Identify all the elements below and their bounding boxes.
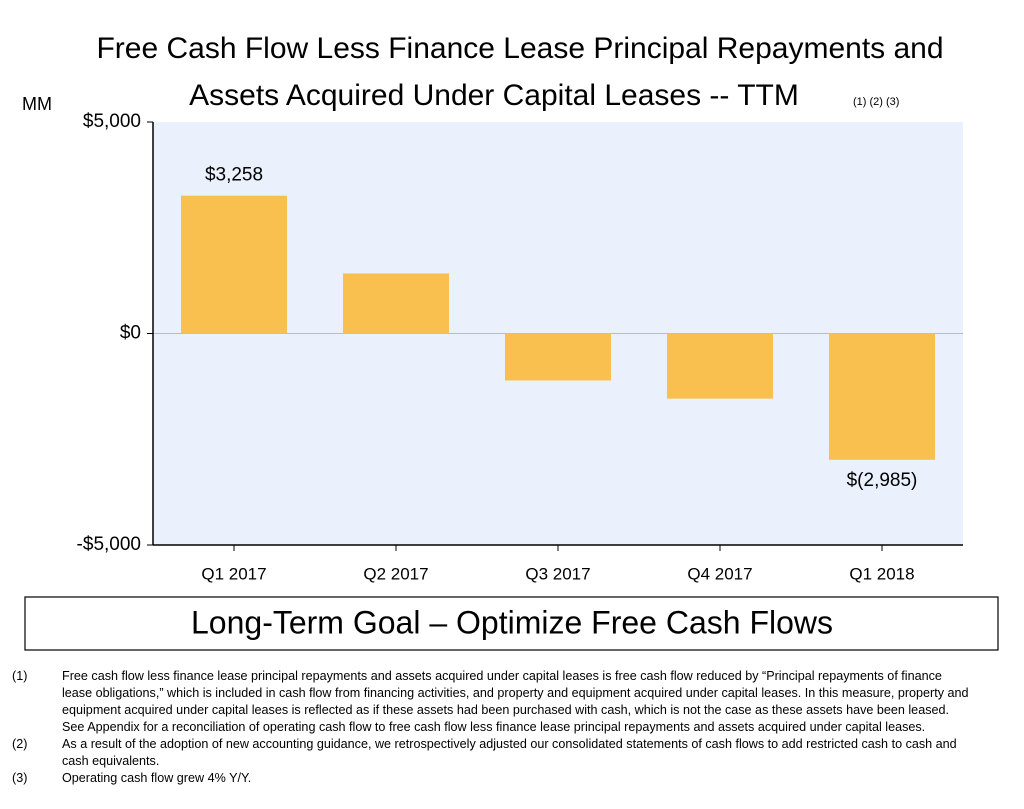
footnote: (3) Operating cash flow grew 4% Y/Y.	[12, 770, 972, 787]
footnotes: (1) Free cash flow less finance lease pri…	[12, 668, 972, 787]
chart-title: Free Cash Flow Less Finance Lease Princi…	[96, 32, 943, 65]
footnote-marker: (2)	[12, 737, 28, 751]
footnote-text: As a result of the adoption of new accou…	[62, 737, 957, 768]
x-tick-label: Q1 2017	[201, 564, 266, 583]
y-tick-label: $0	[120, 323, 141, 344]
bar	[505, 333, 611, 381]
value-label: $(2,985)	[847, 470, 918, 491]
y-tick-label: $5,000	[83, 111, 141, 132]
footnote-marker: (3)	[12, 771, 28, 785]
x-tick-label: Q4 2017	[687, 564, 752, 583]
footnote: (2) As a result of the adoption of new ac…	[12, 736, 972, 770]
footnote-marker: (1)	[12, 669, 28, 683]
x-tick-label: Q1 2018	[849, 564, 914, 583]
chart: Free Cash Flow Less Finance Lease Princi…	[22, 32, 999, 651]
footnote: (1) Free cash flow less finance lease pri…	[12, 668, 972, 736]
title-note: (1) (2) (3)	[853, 96, 899, 108]
x-tick-label: Q3 2017	[525, 564, 590, 583]
value-label: $3,258	[205, 165, 263, 186]
bar	[343, 273, 449, 334]
bar	[667, 333, 773, 399]
x-tick-label: Q2 2017	[363, 564, 428, 583]
footnote-text: Free cash flow less finance lease princi…	[62, 669, 969, 734]
bar	[829, 333, 935, 460]
goal-box	[24, 596, 999, 651]
chart-title: Assets Acquired Under Capital Leases -- …	[189, 79, 799, 112]
goal-text: Long-Term Goal – Optimize Free Cash Flow…	[191, 604, 833, 640]
y-unit: MM	[22, 94, 52, 114]
bar	[181, 195, 287, 334]
y-tick-label: -$5,000	[77, 534, 141, 555]
footnote-text: Operating cash flow grew 4% Y/Y.	[62, 771, 252, 785]
